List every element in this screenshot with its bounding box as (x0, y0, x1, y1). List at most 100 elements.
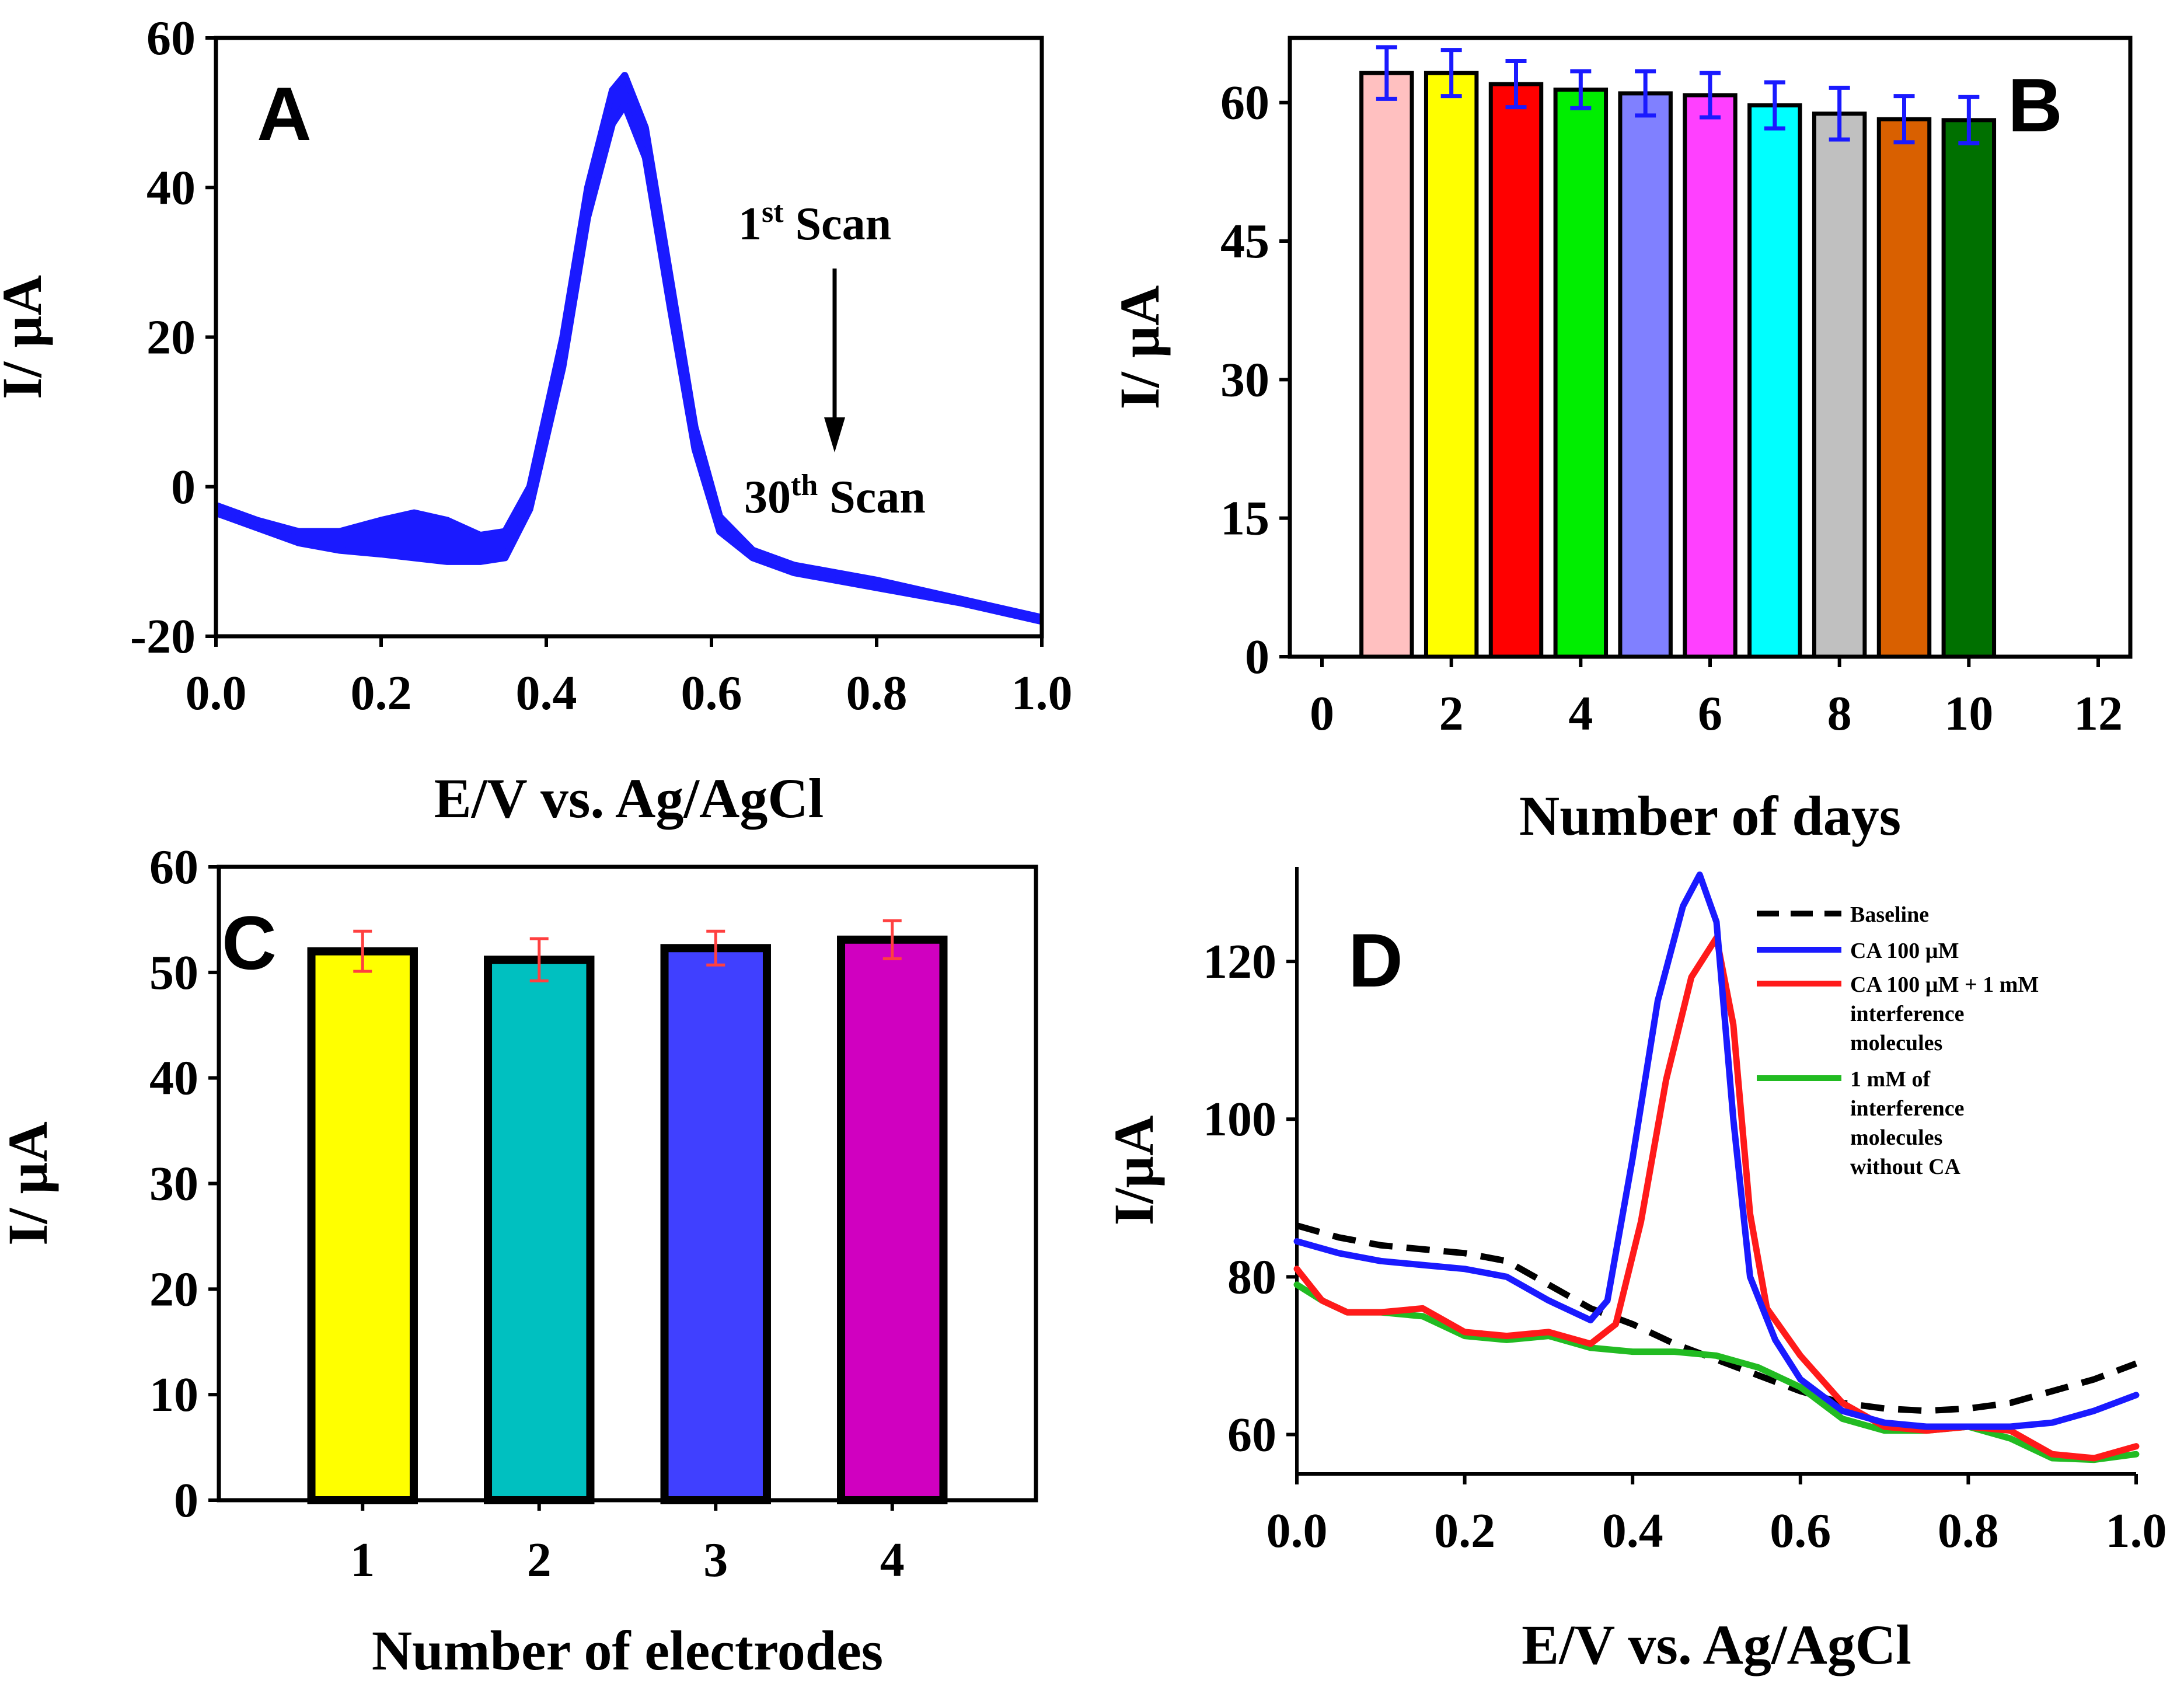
legend-label: CA 100 µM + 1 mM (1850, 973, 2039, 997)
a-y-tick-label: 60 (146, 11, 196, 65)
c-y-tick-label: 10 (149, 1368, 198, 1422)
d-y-tick-label: 60 (1227, 1407, 1276, 1462)
d-x-tick-label: 0.4 (1602, 1504, 1663, 1558)
legend-label: molecules (1850, 1031, 1942, 1055)
a-y-tick-label: 0 (171, 460, 196, 514)
panel-c-label: C (222, 900, 277, 985)
b-x-tick-label: 0 (1310, 686, 1334, 741)
scan-band (216, 75, 1042, 622)
panel-a-annotation-end: 30th Scan (744, 469, 926, 523)
bar (1683, 93, 1738, 659)
bar (1488, 82, 1544, 659)
b-y-tick-label: 45 (1220, 214, 1269, 269)
b-x-tick-label: 10 (1944, 686, 1993, 741)
bar (1359, 71, 1414, 659)
start-num: 1 (738, 198, 762, 250)
b-x-tick-label: 8 (1827, 686, 1852, 741)
d-x-tick-label: 0.0 (1267, 1504, 1328, 1558)
a-x-tick-label: 0.0 (186, 666, 247, 720)
series-line-30th-scan (214, 102, 1043, 625)
panel-d-label: D (1348, 918, 1403, 1003)
c-y-tick-label: 0 (174, 1473, 198, 1528)
legend-label: CA 100 µM (1850, 939, 1959, 963)
d-x-tick-label: 0.8 (1938, 1504, 1999, 1558)
a-x-tick-label: 0.8 (846, 666, 908, 720)
panel-b: 0 15 30 45 60 0 2 4 6 8 10 12 Number of days I/ µA (1108, 36, 2133, 847)
b-y-tick-label: 30 (1220, 353, 1269, 407)
c-x-tick-label: 4 (880, 1533, 905, 1587)
panel-a: -20 0 20 40 60 0.0 0.2 0.4 0.6 0.8 1.0 E/V vs. Ag/A… (0, 11, 1073, 829)
bar (307, 947, 418, 1504)
legend-label: Baseline (1850, 902, 1929, 927)
legend-label: 1 mM of (1850, 1067, 1931, 1092)
d-y-tick-label: 120 (1203, 935, 1276, 989)
d-x-tick-label: 0.2 (1434, 1504, 1495, 1558)
c-x-axis-label: Number of electrodes (372, 1619, 883, 1682)
c-x-tick-label: 1 (350, 1533, 375, 1587)
end-rest: Scan (818, 472, 926, 523)
a-x-tick-label: 1.0 (1011, 666, 1073, 720)
b-x-tick-label: 2 (1439, 686, 1464, 741)
d-x-tick-label: 0.6 (1770, 1504, 1831, 1558)
bar (1618, 91, 1673, 659)
a-x-tick-label: 0.4 (516, 666, 577, 720)
c-y-tick-label: 60 (149, 840, 198, 894)
bar (484, 956, 595, 1504)
a-x-axis-label: E/V vs. Ag/AgCl (434, 767, 824, 829)
bar (1876, 117, 1932, 659)
series-line-interference-only (1293, 1281, 2140, 1463)
bar (1553, 88, 1609, 659)
panel-a-annotation-start: 1st Scan (738, 196, 891, 250)
a-x-tick-label: 0.2 (351, 666, 412, 720)
c-y-tick-label: 50 (149, 946, 198, 1000)
c-y-axis-label: I/ µA (0, 1121, 59, 1246)
series-line-ca-interference (1293, 935, 2140, 1462)
d-y-axis-label: I/µA (1103, 1116, 1165, 1226)
d-x-tick-label: 1.0 (2106, 1504, 2167, 1558)
d-y-tick-label: 80 (1227, 1250, 1276, 1304)
b-y-tick-label: 15 (1220, 492, 1269, 546)
d-x-axis-label: E/V vs. Ag/AgCl (1522, 1613, 1911, 1676)
series-line-1st-scan (214, 72, 1043, 621)
panel-d-legend: Baseline CA 100 µM CA 100 µM + 1 mM interfe… (1757, 902, 2039, 1179)
b-x-tick-label: 6 (1698, 686, 1722, 741)
start-rest: Scan (784, 198, 892, 250)
a-y-axis-label: I/ µA (0, 275, 53, 399)
c-x-tick-label: 2 (527, 1533, 552, 1587)
scan-arrow-head (824, 417, 845, 452)
c-x-tick-label: 3 (703, 1533, 728, 1587)
b-y-tick-label: 0 (1245, 630, 1269, 684)
c-y-tick-label: 40 (149, 1051, 198, 1106)
start-sup: st (762, 196, 784, 229)
legend-label: molecules (1850, 1125, 1942, 1150)
panel-a-label: A (257, 71, 312, 156)
bar (660, 944, 771, 1505)
a-y-tick-label: -20 (130, 609, 196, 664)
bar (1812, 111, 1867, 659)
d-y-tick-label: 100 (1203, 1092, 1276, 1146)
c-y-tick-label: 20 (149, 1262, 198, 1316)
b-y-axis-label: I/ µA (1108, 285, 1171, 410)
a-y-tick-label: 20 (146, 311, 196, 365)
panel-b-label: B (2008, 62, 2063, 148)
end-sup: th (791, 469, 818, 502)
c-y-tick-label: 30 (149, 1157, 198, 1211)
end-num: 30 (744, 472, 791, 523)
a-y-tick-label: 40 (146, 161, 196, 215)
b-x-tick-label: 12 (2074, 686, 2123, 741)
bar (1747, 103, 1802, 659)
legend-label: interference (1850, 1096, 1965, 1121)
b-x-axis-label: Number of days (1519, 785, 1901, 847)
b-x-tick-label: 4 (1568, 686, 1593, 741)
legend-label: without CA (1850, 1155, 1961, 1179)
legend-label: interference (1850, 1002, 1965, 1026)
bar (1424, 71, 1479, 659)
series-line-ca (1293, 872, 2140, 1430)
bar (837, 935, 948, 1504)
panel-d: 60 80 100 120 0.0 0.2 0.4 0.6 0.8 1.0 E/V vs. Ag/A… (1103, 867, 2167, 1676)
b-y-tick-label: 60 (1220, 76, 1269, 130)
a-x-tick-label: 0.6 (681, 666, 742, 720)
bar (1941, 118, 1997, 659)
